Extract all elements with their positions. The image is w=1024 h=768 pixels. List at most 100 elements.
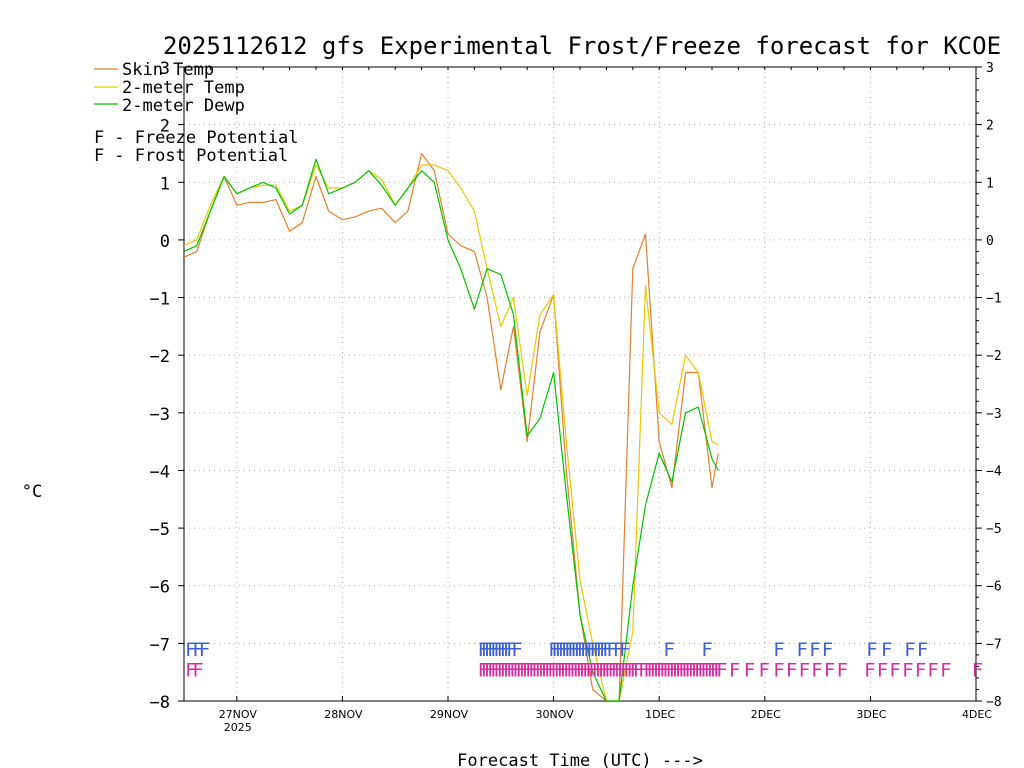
freeze-flag-38: F <box>592 659 603 681</box>
freeze-flag-17: F <box>525 659 536 681</box>
frost-flag-28: F <box>593 639 604 661</box>
frost-flag-26: F <box>586 639 597 661</box>
x-tick-label-6: 3DEC <box>856 708 886 721</box>
freeze-flag-27: F <box>557 659 568 681</box>
frost-flag-39: F <box>809 639 820 661</box>
x-tick-sublabel-0: 2025 <box>224 721 252 734</box>
freeze-flag-16: F <box>522 659 533 681</box>
frost-flag-23: F <box>577 639 588 661</box>
frost-flag-2: F <box>199 639 210 661</box>
freeze-flag-20: F <box>535 659 546 681</box>
frost-flag-0: F <box>185 639 196 661</box>
y-tick-label-right-0: 3 <box>986 61 994 76</box>
frost-flag-5: F <box>484 639 495 661</box>
grid-lines <box>184 67 976 701</box>
frost-flag-1: F <box>192 639 203 661</box>
frost-flag-19: F <box>564 639 575 661</box>
freeze-flag-18: F <box>528 659 539 681</box>
freeze-flag-25: F <box>550 659 561 681</box>
freeze-flag-12: F <box>509 659 520 681</box>
freeze-flag-88: F <box>889 659 900 681</box>
frost-flag-17: F <box>558 639 569 661</box>
y-tick-label-left-6: −3 <box>150 405 170 425</box>
frost-flag-33: F <box>613 639 624 661</box>
frost-flag-30: F <box>599 639 610 661</box>
freeze-flag-34: F <box>579 659 590 681</box>
frost-flag-44: F <box>917 639 928 661</box>
freeze-flag-93: F <box>972 659 983 681</box>
freeze-flag-42: F <box>604 659 615 681</box>
freeze-flag-59: F <box>662 659 673 681</box>
freeze-flag-44: F <box>611 659 622 681</box>
frost-legend-label: - Frost Potential <box>104 146 288 166</box>
frost-flag-9: F <box>497 639 508 661</box>
legend-label-2m-temp: 2-meter Temp <box>122 78 245 98</box>
freeze-flag-68: F <box>691 659 702 681</box>
freeze-flag-14: F <box>516 659 527 681</box>
frost-flag-14: F <box>548 639 559 661</box>
freeze-flag-46: F <box>617 659 628 681</box>
frost-flag-27: F <box>590 639 601 661</box>
freeze-flag-9: F <box>500 659 511 681</box>
legend: Skin Temp 2-meter Temp 2-meter Dewp F - … <box>94 60 298 166</box>
freeze-flag-19: F <box>531 659 542 681</box>
y-tick-label-right-2: 1 <box>986 176 994 191</box>
y-tick-label-left-8: −5 <box>150 520 170 540</box>
y-tick-label-right-8: −5 <box>986 522 1002 537</box>
frost-flag-29: F <box>596 639 607 661</box>
freeze-flag-56: F <box>653 659 664 681</box>
frost-flag-35: F <box>663 639 674 661</box>
x-axis-label: Forecast Time (UTC) ---> <box>457 751 703 768</box>
frost-flag-41: F <box>866 639 877 661</box>
freeze-flag-92: F <box>940 659 951 681</box>
freeze-flag-8: F <box>497 659 508 681</box>
freeze-flag-91: F <box>927 659 938 681</box>
freeze-flag-84: F <box>824 659 835 681</box>
frost-flag-4: F <box>481 639 492 661</box>
freeze-flag-89: F <box>902 659 913 681</box>
freeze-flag-23: F <box>544 659 555 681</box>
freeze-flag-76: F <box>716 659 727 681</box>
freeze-flag-32: F <box>573 659 584 681</box>
frost-flag-7: F <box>490 639 501 661</box>
frost-flag-37: F <box>773 639 784 661</box>
freeze-flag-86: F <box>864 659 875 681</box>
y-tick-label-right-6: −3 <box>986 407 1002 422</box>
frost-flag-24: F <box>580 639 591 661</box>
freeze-flag-13: F <box>512 659 523 681</box>
freeze-flag-70: F <box>697 659 708 681</box>
x-tick-label-1: 28NOV <box>324 708 363 721</box>
freeze-flag-75: F <box>713 659 724 681</box>
frost-flag-36: F <box>701 639 712 661</box>
frost-flag-16: F <box>555 639 566 661</box>
frost-flag-10: F <box>500 639 511 661</box>
frost-flag-6: F <box>487 639 498 661</box>
y-tick-label-left-4: −1 <box>150 290 170 310</box>
x-tick-label-2: 29NOV <box>430 708 469 721</box>
y-tick-label-right-7: −4 <box>986 464 1002 479</box>
frost-flag-15: F <box>552 639 563 661</box>
freeze-flag-60: F <box>666 659 677 681</box>
freeze-flag-53: F <box>643 659 654 681</box>
y-tick-label-right-11: −8 <box>986 695 1002 710</box>
y-tick-label-left-9: −6 <box>150 578 170 598</box>
freeze-flag-80: F <box>773 659 784 681</box>
freeze-flag-11: F <box>506 659 517 681</box>
freeze-legend-letter: F <box>94 128 104 148</box>
y-tick-label-left-2: 1 <box>160 174 170 194</box>
freeze-legend-label: - Freeze Potential <box>104 128 298 148</box>
freeze-flag-0: F <box>185 659 196 681</box>
freeze-flag-1: F <box>192 659 203 681</box>
freeze-flag-15: F <box>519 659 530 681</box>
legend-label-skin-temp: Skin Temp <box>122 60 214 80</box>
y-tick-label-right-4: −1 <box>986 292 1002 307</box>
chart-title: 2025112612 gfs Experimental Frost/Freeze… <box>163 32 1001 60</box>
freeze-flag-45: F <box>614 659 625 681</box>
freeze-flag-31: F <box>569 659 580 681</box>
freeze-flag-58: F <box>659 659 670 681</box>
y-tick-label-left-11: −8 <box>150 693 170 713</box>
freeze-flag-67: F <box>688 659 699 681</box>
y-tick-label-right-1: 2 <box>986 119 994 134</box>
freeze-flag-78: F <box>744 659 755 681</box>
freeze-flag-41: F <box>601 659 612 681</box>
